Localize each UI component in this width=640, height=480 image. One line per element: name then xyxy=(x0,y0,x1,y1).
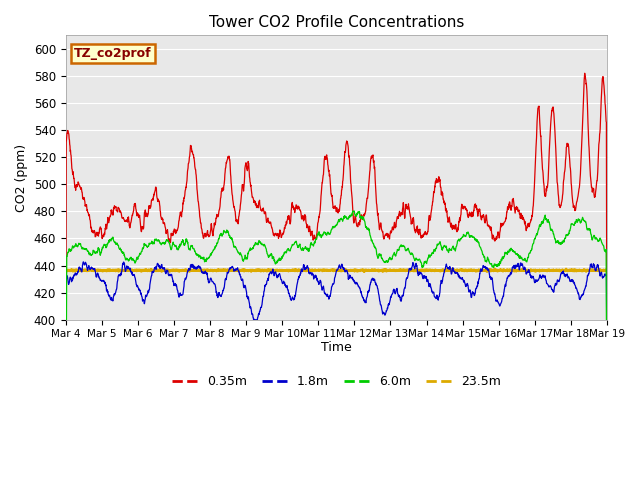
Y-axis label: CO2 (ppm): CO2 (ppm) xyxy=(15,144,28,212)
X-axis label: Time: Time xyxy=(321,341,351,354)
Title: Tower CO2 Profile Concentrations: Tower CO2 Profile Concentrations xyxy=(209,15,464,30)
Legend: 0.35m, 1.8m, 6.0m, 23.5m: 0.35m, 1.8m, 6.0m, 23.5m xyxy=(167,370,506,393)
Text: TZ_co2prof: TZ_co2prof xyxy=(74,48,152,60)
